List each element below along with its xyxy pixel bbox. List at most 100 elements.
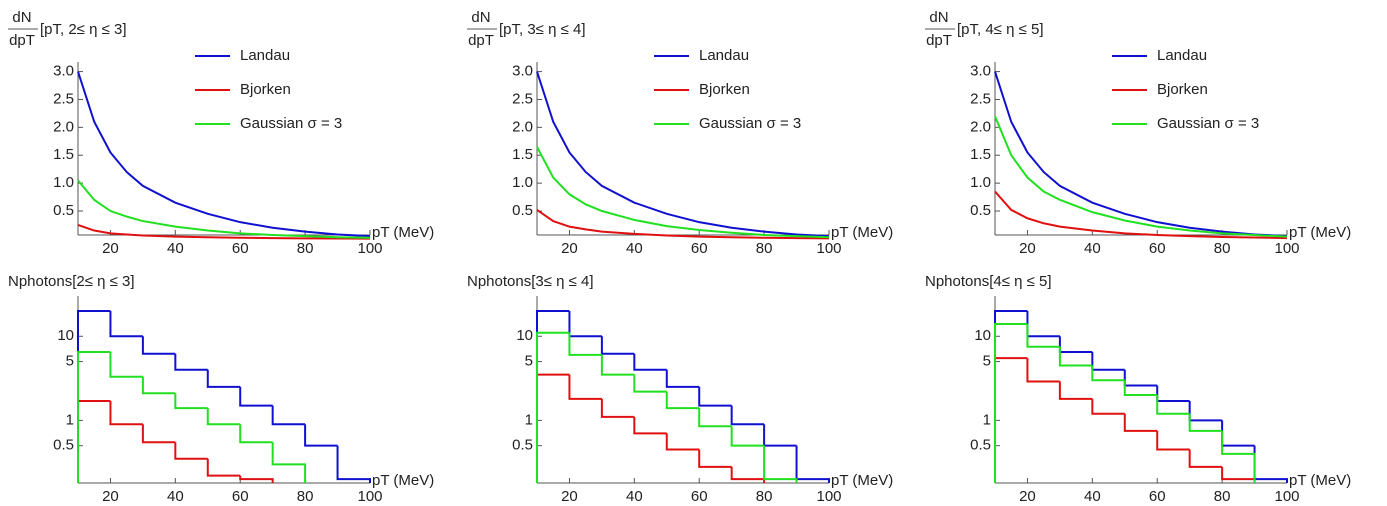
line-series: [536, 71, 830, 238]
histogram-bin: [600, 398, 635, 418]
y-tick-label: 0.5: [970, 202, 991, 219]
histogram-bin: [1221, 420, 1255, 447]
line-series: [77, 71, 371, 238]
x-tick-label: 20: [102, 240, 119, 257]
histogram-bin: [730, 405, 765, 426]
y-tick-label: 1: [66, 411, 74, 428]
y-tick-label: 1.0: [53, 174, 74, 191]
histogram-bin: [1058, 346, 1093, 367]
x-tick-label: 20: [561, 488, 578, 505]
x-tick-label: 20: [1019, 240, 1036, 257]
histogram-bin: [109, 352, 143, 378]
histogram-bin: [1058, 381, 1093, 400]
histogram-bin: [304, 424, 338, 447]
y-tick-label: 10: [516, 327, 533, 344]
histogram-bin: [1188, 413, 1223, 432]
histogram-bin: [1026, 323, 1060, 348]
histogram-bin: [1253, 445, 1288, 483]
x-tick-label: 80: [297, 240, 314, 257]
histogram-bin: [568, 332, 602, 356]
histogram-bin: [698, 408, 732, 428]
chart-title: [pT, 2≤ η ≤ 3]: [40, 21, 127, 38]
histogram-bin: [568, 310, 602, 338]
y-tick-label: 2.0: [53, 118, 74, 135]
histogram-bin: [1156, 430, 1190, 451]
y-tick-label: 5: [525, 353, 533, 370]
x-tick-label: 100: [357, 488, 382, 505]
histogram-bin: [1123, 380, 1158, 397]
y-tick-label: 1.0: [512, 174, 533, 191]
histogram-bin: [77, 351, 111, 483]
histogram-bin: [174, 442, 208, 460]
histogram-bin: [77, 399, 111, 483]
y-tick-label: 2.0: [970, 118, 991, 135]
x-tick-label: 100: [1274, 240, 1299, 257]
x-tick-label: 60: [691, 240, 708, 257]
histogram-bin: [536, 331, 570, 483]
y-tick-label: 1: [525, 411, 533, 428]
y-label-denominator: dpT: [468, 32, 494, 49]
x-axis-label: pT (MeV): [831, 472, 893, 489]
histogram-bin: [1188, 400, 1223, 422]
y-label-denominator: dpT: [926, 32, 952, 49]
y-tick-label: 0.5: [53, 202, 74, 219]
histogram-bin: [271, 442, 307, 483]
y-label-numerator: dN: [12, 9, 31, 26]
histogram-bin: [1123, 369, 1158, 387]
legend-label: Bjorken: [699, 81, 750, 98]
histogram-bin: [568, 374, 602, 400]
y-tick-label: 0.5: [970, 437, 991, 454]
histogram-bin: [271, 405, 306, 426]
x-tick-label: 20: [561, 240, 578, 257]
x-tick-label: 40: [1084, 488, 1101, 505]
x-axis-label: pT (MeV): [1289, 472, 1351, 489]
y-tick-label: 1.0: [970, 174, 991, 191]
legend-label: Landau: [240, 47, 290, 64]
histogram-bin: [109, 400, 143, 426]
y-tick-label: 3.0: [970, 63, 991, 80]
x-tick-label: 80: [756, 488, 773, 505]
y-tick-label: 5: [66, 353, 74, 370]
x-tick-label: 40: [626, 240, 643, 257]
chart-title: [pT, 4≤ η ≤ 5]: [957, 21, 1044, 38]
histogram-bin: [763, 445, 798, 483]
y-tick-label: 3.0: [53, 63, 74, 80]
histogram-bin: [698, 449, 732, 468]
x-axis-label: pT (MeV): [1289, 224, 1351, 241]
histogram-bin: [1221, 466, 1256, 483]
x-tick-label: 100: [816, 488, 841, 505]
x-axis-label: pT (MeV): [372, 224, 434, 241]
histogram-bin: [206, 408, 241, 426]
x-tick-label: 100: [1274, 488, 1299, 505]
legend-label: Gaussian σ = 3: [1157, 115, 1259, 132]
line-series: [994, 190, 1288, 240]
histogram-bin: [239, 386, 273, 407]
line-series: [994, 71, 1288, 238]
y-tick-label: 0.5: [512, 437, 533, 454]
line-series: [536, 146, 830, 239]
line-series: [77, 224, 371, 240]
x-tick-label: 60: [1149, 240, 1166, 257]
histogram-bin: [206, 369, 241, 388]
histogram-bin: [1091, 352, 1125, 371]
line-series: [536, 209, 830, 240]
histogram-bin: [665, 433, 700, 451]
histogram-bin: [1188, 449, 1223, 468]
y-label-numerator: dN: [471, 9, 490, 26]
x-tick-label: 40: [626, 488, 643, 505]
chart-title: Nphotons[4≤ η ≤ 5]: [925, 273, 1052, 290]
histogram-bin: [994, 322, 1028, 483]
x-tick-label: 100: [357, 240, 382, 257]
y-label-denominator: dpT: [9, 32, 35, 49]
histogram-bin: [633, 374, 667, 393]
histogram-bin: [633, 353, 667, 371]
histogram-bin: [698, 386, 732, 407]
y-tick-label: 5: [983, 353, 991, 370]
y-tick-label: 2.0: [512, 118, 533, 135]
histogram-bin: [206, 458, 241, 477]
histogram-bin: [109, 310, 143, 338]
x-axis-label: pT (MeV): [372, 472, 434, 489]
x-tick-label: 80: [756, 240, 773, 257]
y-tick-label: 3.0: [512, 63, 533, 80]
x-tick-label: 20: [1019, 488, 1036, 505]
